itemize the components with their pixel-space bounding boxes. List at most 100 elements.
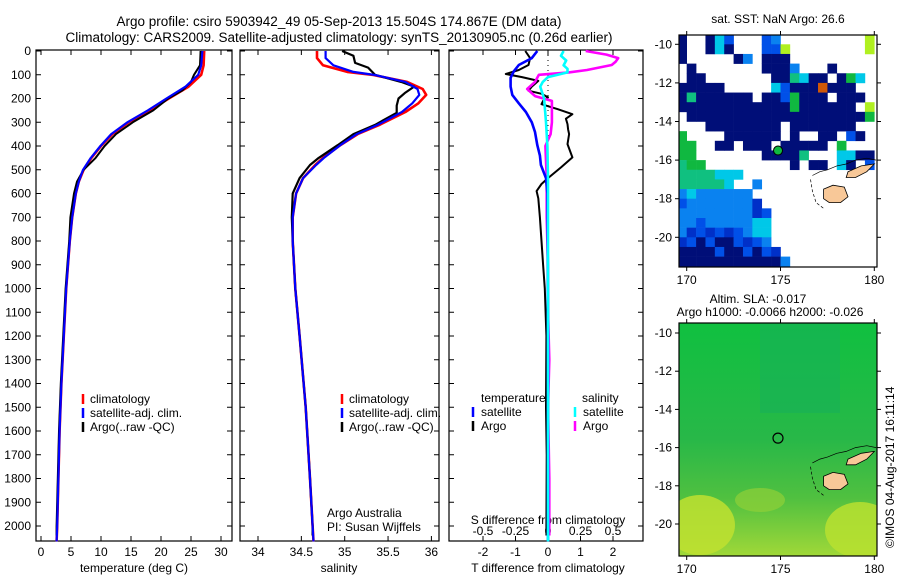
sst-cell	[864, 111, 875, 122]
sst-cell	[705, 218, 716, 228]
depth-tick-label: 1200	[4, 329, 31, 343]
sst-cell	[705, 111, 716, 122]
sst-cell	[808, 73, 819, 84]
sst-cell	[696, 169, 706, 180]
depth-tick-label: 1000	[4, 282, 31, 296]
sst-cell	[846, 73, 856, 84]
x-tick-label: 2	[610, 545, 617, 559]
sst-cell	[827, 121, 838, 132]
sst-cell	[714, 111, 725, 122]
sst-cell	[780, 44, 791, 55]
depth-tick-label: 1500	[4, 400, 31, 414]
x-axis-label: salinity	[321, 561, 358, 575]
sla-map-subtitle: Argo h1000: -0.0066 h2000: -0.026	[677, 305, 864, 319]
sst-cell	[752, 198, 763, 209]
x-tick-label: 35	[338, 545, 352, 559]
s-tick-label: 0.25	[569, 524, 593, 538]
sst-cell	[686, 63, 697, 74]
depth-tick-label: 2000	[4, 519, 31, 533]
sst-cell	[789, 131, 800, 142]
sst-cell	[686, 140, 697, 151]
sst-cell	[818, 111, 828, 122]
sst-cell	[705, 227, 716, 238]
lat-tick-label: -18	[655, 192, 673, 206]
argo-location-marker	[773, 145, 784, 156]
sst-cell	[761, 53, 772, 64]
salinity-panel-frame	[239, 49, 440, 542]
sst-cell	[836, 140, 847, 151]
sst-cell	[846, 150, 856, 161]
sst-cell	[799, 150, 809, 161]
legend-label: Argo	[583, 419, 609, 433]
sst-cell	[724, 208, 734, 219]
sst-cell	[780, 92, 791, 103]
sst-cell	[686, 198, 697, 209]
legend-label: Argo(..raw -QC)	[90, 420, 175, 434]
sst-cell	[808, 121, 819, 132]
sst-cell	[780, 140, 791, 151]
sst-cell	[799, 140, 809, 151]
sst-cell	[696, 227, 706, 238]
sst-cell	[686, 237, 697, 248]
sst-cell	[789, 63, 800, 74]
sst-cell	[855, 73, 866, 84]
x-tick-label: 15	[124, 545, 138, 559]
sst-cell	[742, 53, 753, 64]
sst-cell	[789, 82, 800, 93]
sst-map: 170 175 180 -10 -12 -14 -16 -18 -20 sat. SST: NaN…	[655, 12, 885, 287]
sst-cell	[679, 169, 687, 180]
sla-high-patch	[735, 488, 785, 512]
lat-tick-label: -14	[655, 115, 673, 129]
sst-cell	[679, 246, 687, 257]
sst-cell	[771, 73, 781, 84]
sst-cell	[827, 111, 838, 122]
sst-cell	[705, 189, 716, 199]
sst-cell	[808, 82, 819, 93]
sst-cell	[705, 246, 716, 257]
sst-cell	[714, 121, 725, 132]
sla-map-title: Altim. SLA: -0.017	[710, 292, 807, 306]
legend-label: satellite-adj. clim.	[90, 406, 182, 420]
sst-cell	[771, 53, 781, 64]
sst-cell	[714, 198, 725, 209]
sst-cell	[780, 150, 791, 161]
legend-label: Argo(..raw -QC)	[349, 420, 434, 434]
sst-cell	[679, 131, 687, 142]
sst-cell	[705, 82, 716, 93]
depth-tick-label: 500	[11, 163, 31, 177]
sst-cell	[846, 121, 856, 132]
sst-cell	[714, 218, 725, 228]
sst-cell	[836, 150, 847, 161]
sst-cell	[836, 102, 847, 113]
sla-map: 170 175 180 -10 -12 -14 -16 -18 -20 Altim. SLA: -…	[655, 292, 885, 576]
sst-cell	[679, 150, 687, 161]
sst-cell	[686, 208, 697, 219]
x-tick-label: 34.5	[290, 545, 314, 559]
x-tick-label: 0	[545, 545, 552, 559]
sst-cell	[780, 102, 791, 113]
sst-cell	[714, 169, 725, 180]
series-t-argo	[504, 50, 574, 536]
sst-cell	[818, 102, 828, 113]
sst-cell	[742, 227, 753, 238]
sst-cell	[714, 256, 725, 267]
sst-cell	[752, 256, 763, 267]
depth-tick-label: 1600	[4, 424, 31, 438]
sst-cell	[705, 169, 716, 180]
sst-cell	[686, 227, 697, 238]
sst-cell	[742, 111, 753, 122]
sst-cell	[705, 237, 716, 248]
sst-cell	[799, 111, 809, 122]
legend-label: climatology	[90, 392, 150, 406]
sst-cell	[855, 131, 866, 142]
sst-cell	[724, 131, 734, 142]
x-tick-label: 5	[68, 545, 75, 559]
sla-field	[679, 323, 877, 556]
imos-credit: ©IMOS 04-Aug-2017 16:11:14	[883, 386, 897, 548]
sst-cell	[714, 44, 725, 55]
sst-cell	[864, 44, 875, 55]
sst-cell	[724, 218, 734, 228]
sst-cell	[686, 111, 697, 122]
sst-cell	[752, 208, 763, 219]
sst-cell	[686, 82, 697, 93]
